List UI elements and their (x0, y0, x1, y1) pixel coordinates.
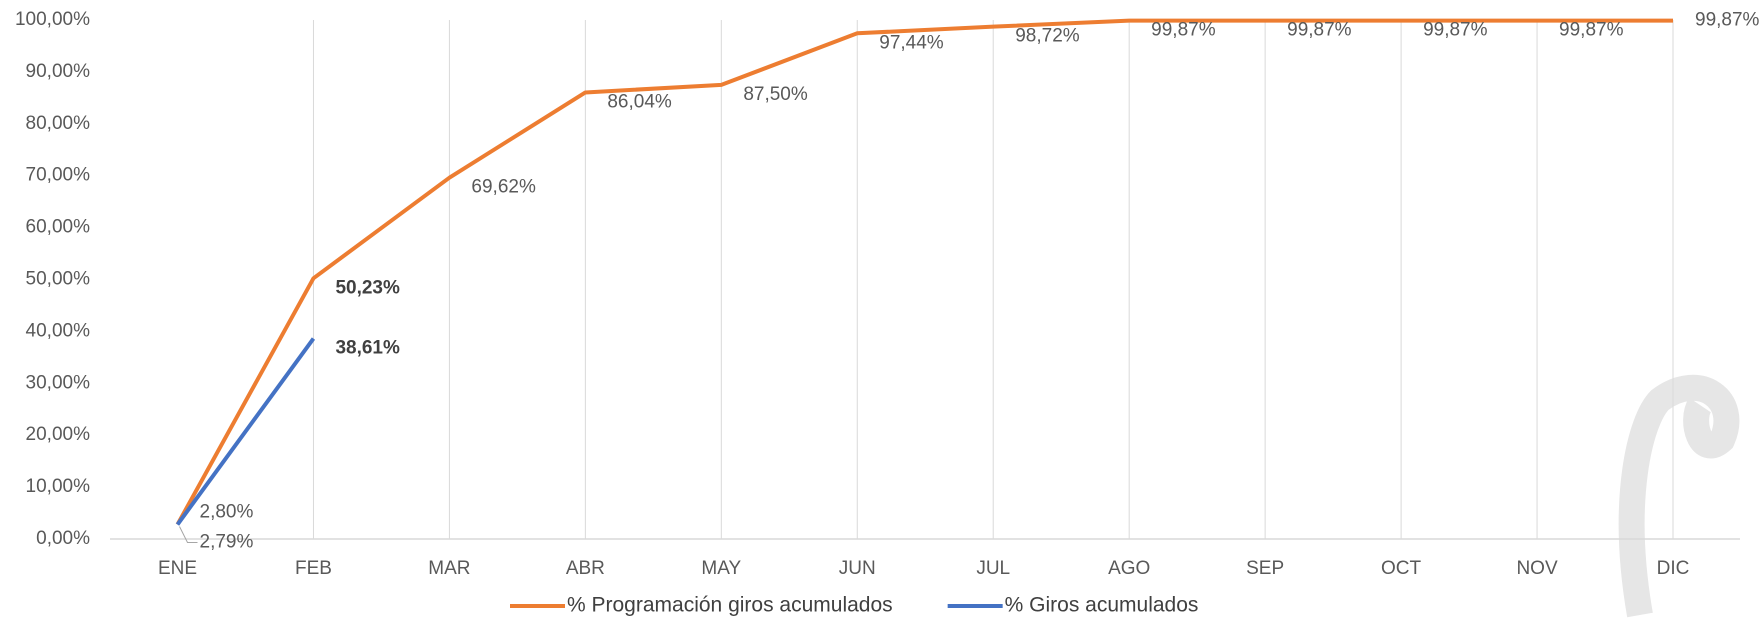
y-tick-label: 40,00% (26, 320, 91, 341)
y-tick-label: 80,00% (26, 113, 91, 134)
x-tick-label: OCT (1381, 558, 1422, 579)
y-tick-label: 70,00% (26, 165, 91, 186)
y-tick-label: 60,00% (26, 217, 91, 238)
legend: % Programación giros acumulados % Giros a… (510, 594, 1198, 617)
data-label: 99,87% (1287, 20, 1352, 41)
data-label: 98,72% (1015, 26, 1080, 47)
y-tick-label: 20,00% (26, 424, 91, 445)
y-tick-label: 90,00% (26, 61, 91, 82)
data-label: 86,04% (607, 91, 672, 112)
x-tick-label: JUL (976, 558, 1010, 579)
data-label: 99,87% (1151, 20, 1216, 41)
x-tick-label: MAR (428, 558, 470, 579)
y-tick-label: 0,00% (36, 528, 90, 549)
data-label: 2,80% (200, 501, 254, 522)
x-tick-label: NOV (1516, 558, 1558, 579)
data-label: 38,61% (335, 338, 400, 359)
x-tick-label: SEP (1246, 558, 1284, 579)
leader-line (179, 526, 198, 544)
watermark (1618, 374, 1740, 618)
data-label: 87,50% (743, 84, 808, 105)
y-tick-label: 30,00% (26, 372, 91, 393)
x-tick-label: MAY (701, 558, 741, 579)
data-label: 99,87% (1695, 10, 1760, 31)
y-tick-label: 50,00% (26, 269, 91, 290)
line-series (175, 337, 316, 526)
data-label: 99,87% (1559, 20, 1624, 41)
data-label: 50,23% (335, 277, 400, 298)
x-tick-label: FEB (295, 558, 332, 579)
x-tick-label: JUN (839, 558, 876, 579)
legend-label: % Programación giros acumulados (567, 594, 893, 617)
data-label: 97,44% (879, 32, 944, 53)
data-label: 69,62% (471, 177, 536, 198)
data-label: 2,79% (200, 532, 254, 553)
y-tick-label: 10,00% (26, 476, 91, 497)
x-tick-label: DIC (1657, 558, 1690, 579)
x-tick-label: ABR (566, 558, 605, 579)
x-tick-label: AGO (1108, 558, 1150, 579)
x-tick-label: ENE (158, 558, 197, 579)
line-series (175, 18, 1673, 526)
legend-label: % Giros acumulados (1005, 594, 1199, 617)
y-tick-label: 100,00% (15, 9, 90, 30)
data-label: 99,87% (1423, 20, 1488, 41)
